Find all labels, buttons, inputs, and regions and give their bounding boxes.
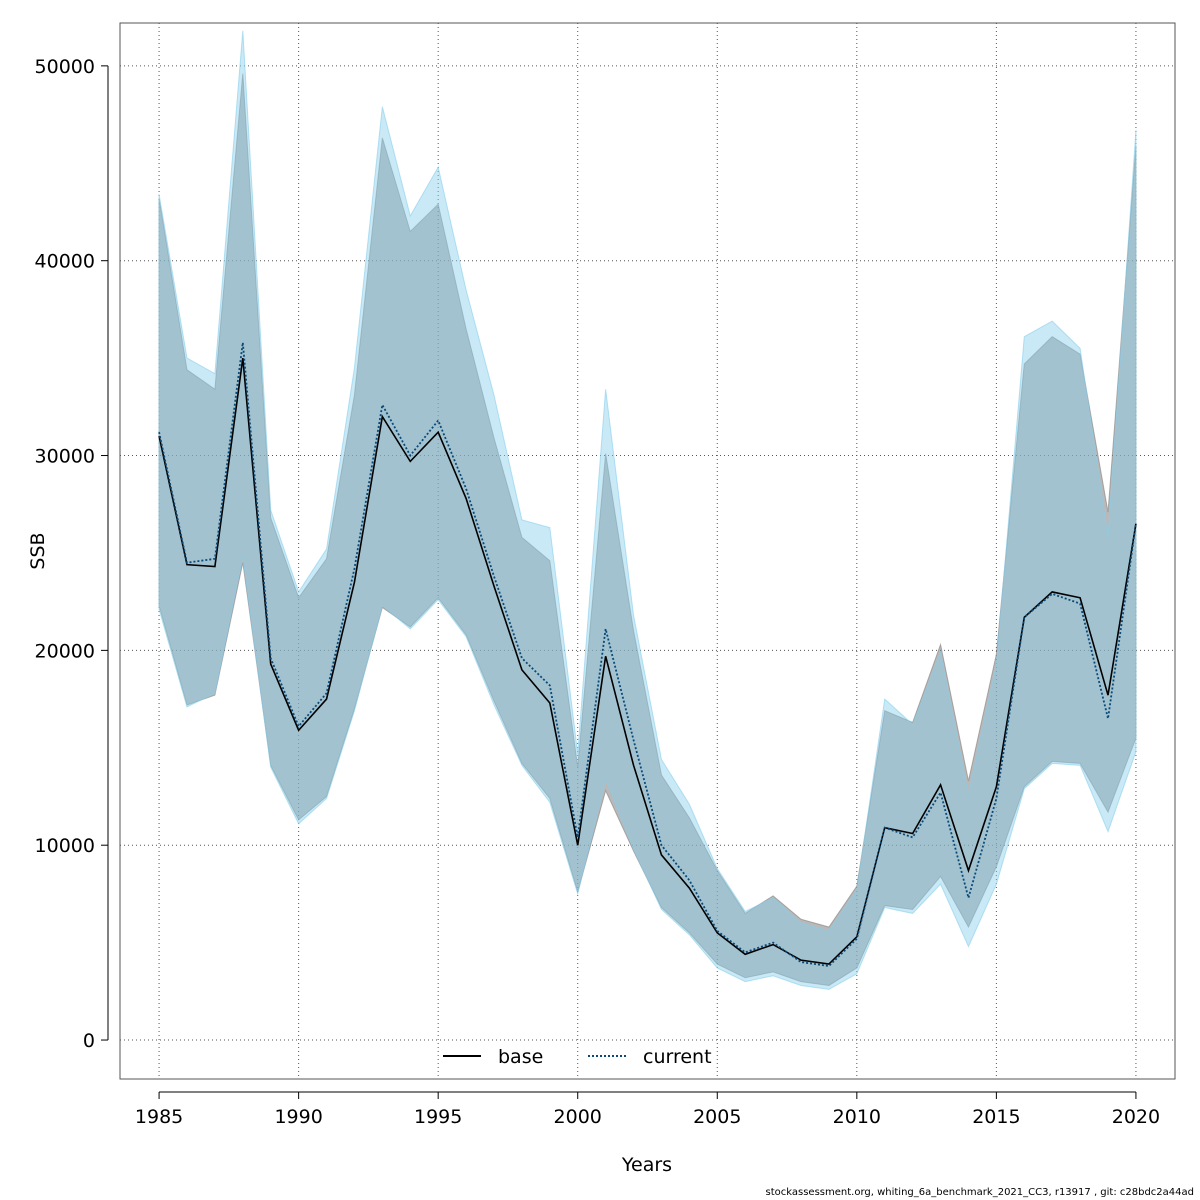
x-axis: 1985 1990 1995 2000 2005 2010 2015 2020	[135, 1091, 1160, 1128]
x-tick-label: 2020	[1112, 1106, 1160, 1128]
x-tick-label: 1985	[135, 1106, 183, 1128]
legend: base current	[443, 1046, 712, 1068]
plot-frame	[119, 22, 1176, 1080]
y-axis-title: SSB	[27, 532, 49, 569]
legend-label-base: base	[498, 1046, 543, 1068]
y-tick-label: 40000	[35, 251, 95, 273]
legend-label-current: current	[643, 1046, 712, 1068]
y-tick-label: 30000	[35, 446, 95, 468]
band-current	[158, 30, 1137, 990]
x-tick-label: 1995	[414, 1106, 462, 1128]
line-base	[158, 358, 1137, 965]
x-tick-label: 2015	[972, 1106, 1020, 1128]
x-tick-label: 1990	[274, 1106, 322, 1128]
x-axis-title: Years	[621, 1154, 672, 1176]
series-lines	[158, 342, 1137, 967]
y-tick-label: 50000	[35, 56, 95, 78]
line-current	[158, 342, 1137, 967]
y-tick-label: 20000	[35, 640, 95, 662]
confidence-bands	[158, 30, 1137, 990]
y-tick-label: 10000	[35, 835, 95, 857]
footer-note: stockassessment.org, whiting_6a_benchmar…	[765, 1187, 1194, 1198]
y-tick-label: 0	[83, 1030, 95, 1052]
x-tick-label: 2010	[833, 1106, 881, 1128]
x-tick-label: 2005	[693, 1106, 741, 1128]
x-tick-label: 2000	[554, 1106, 602, 1128]
y-axis: 0 10000 20000 30000 40000 50000	[35, 56, 109, 1052]
